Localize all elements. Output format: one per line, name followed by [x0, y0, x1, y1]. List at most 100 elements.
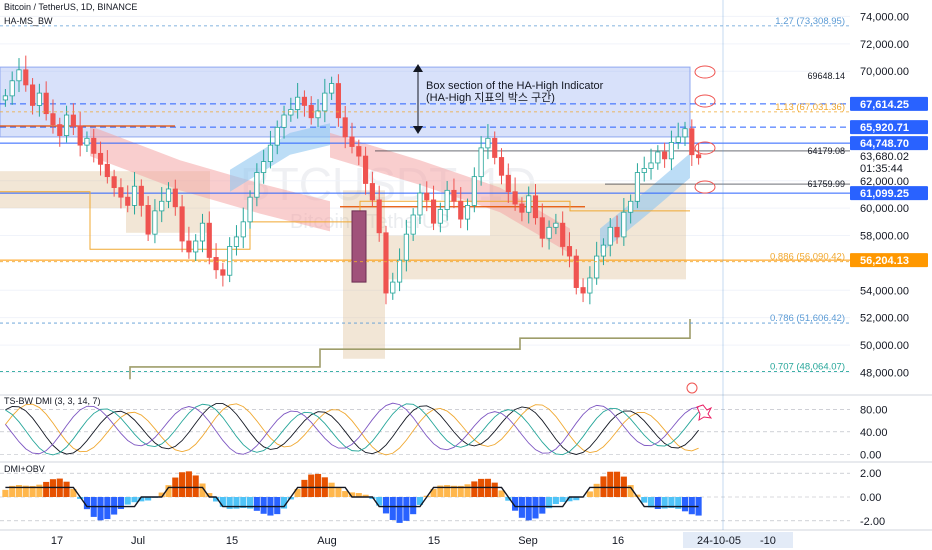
histogram-bar — [566, 497, 573, 502]
candle-body — [553, 222, 559, 228]
candle-body — [91, 137, 97, 154]
candle-body — [369, 183, 375, 201]
histogram-bar — [505, 497, 512, 501]
histogram-bar — [348, 492, 356, 497]
price-axis[interactable]: 74,000.00 72,000.00 70,000.00 62,000.00 60,0… — [860, 11, 909, 379]
histogram-bar — [396, 497, 403, 523]
trailing-stop-line — [129, 319, 691, 380]
histogram-bar — [179, 472, 186, 497]
candle-body — [2, 95, 8, 101]
candle-body — [668, 142, 674, 160]
candle-body — [288, 109, 294, 116]
candle-body — [648, 162, 654, 169]
fib-label: 1.13 (67,031.36) — [775, 102, 845, 113]
candle-body — [84, 137, 90, 146]
candle-body — [179, 206, 185, 242]
candle-body — [274, 126, 280, 146]
histogram-bar — [573, 497, 580, 501]
histogram-bar — [681, 497, 689, 512]
histogram-bar — [192, 475, 199, 497]
histogram-axis: 2.00 0.00 -2.00 — [860, 468, 885, 528]
candle-body — [335, 83, 341, 119]
histogram-bar — [260, 497, 267, 514]
histogram-bar — [539, 497, 546, 514]
histogram-tick-label: 0.00 — [860, 492, 881, 504]
candle-body — [329, 83, 335, 94]
oscillator-title: TS-BW DMI (3, 3, 14, 7) — [4, 396, 101, 406]
price-tick-label: 62,000.00 — [860, 176, 909, 188]
price-tick-label: 52,000.00 — [860, 313, 909, 325]
candle-body — [43, 92, 49, 115]
candle-body — [267, 144, 274, 162]
time-tick-label: 16 — [612, 535, 624, 547]
histogram-bar — [355, 493, 362, 497]
time-axis[interactable]: 17 Jul 15 Aug 15 Sep 16 — [51, 535, 624, 547]
bearish-cloud — [90, 125, 330, 232]
price-tick-label: 48,000.00 — [860, 367, 909, 379]
candle-body — [519, 203, 525, 213]
candle-body — [437, 209, 443, 224]
candle-body — [675, 136, 681, 143]
histogram-bar — [213, 497, 220, 502]
histogram-bar — [97, 497, 104, 521]
histogram-bar — [410, 497, 417, 515]
histogram-tick-label: -2.00 — [860, 516, 885, 528]
candle-body — [261, 161, 267, 173]
histogram-bar — [63, 481, 70, 497]
stop-line — [0, 191, 690, 250]
oscillator-tick-label: 0.00 — [860, 449, 881, 461]
fib-label: 0.707 (48,064.07) — [770, 362, 845, 373]
box-note-line1: Box section of the HA-High Indicator — [426, 80, 604, 92]
histogram-bar — [2, 489, 9, 497]
price-tick-label: 72,000.00 — [860, 39, 909, 51]
candle-body — [628, 200, 634, 213]
candle-body — [247, 196, 253, 223]
price-tag-box — [850, 136, 928, 151]
candle-body — [63, 114, 70, 136]
histogram-bar — [328, 482, 335, 497]
candle-body — [383, 232, 389, 294]
histogram-bar — [36, 484, 43, 497]
marked-price-label: 64179.08 — [807, 146, 845, 156]
histogram-bar — [552, 497, 559, 505]
time-tick-label: Aug — [317, 535, 337, 547]
histogram-bar — [145, 497, 152, 501]
current-price: 63,680.02 — [860, 151, 909, 163]
marked-price-label: 69648.14 — [807, 71, 845, 81]
level-lines — [0, 103, 850, 380]
price-tick-label: 74,000.00 — [860, 11, 909, 23]
oscillator-line — [5, 403, 699, 456]
histogram-bar — [559, 497, 566, 502]
candle-body — [193, 240, 199, 253]
box-annotation: Box section of the HA-High Indicator (HA… — [413, 64, 604, 134]
price-tick-label: 60,000.00 — [860, 203, 909, 215]
candle-body — [138, 185, 144, 206]
candle-body — [349, 136, 355, 147]
candle-body — [655, 151, 661, 164]
histogram-bar — [668, 497, 675, 508]
candle-body — [410, 214, 416, 235]
histogram-bar — [314, 473, 322, 497]
price-tag-box — [850, 120, 928, 135]
histogram-title: DMI+OBV — [4, 464, 45, 474]
price-tag-label: 61,099.25 — [860, 188, 909, 200]
price-tick-label: 54,000.00 — [860, 285, 909, 297]
histogram-bar — [627, 485, 634, 497]
histogram-bar — [342, 491, 349, 497]
histogram-bar — [111, 497, 118, 515]
histogram-bar — [165, 485, 172, 497]
candle-body — [614, 226, 620, 238]
histogram-bar — [389, 497, 396, 520]
candle-body — [498, 157, 505, 176]
histogram-bar — [593, 483, 600, 497]
candle-body — [696, 154, 702, 159]
candle-body — [227, 246, 233, 276]
histogram-bar — [607, 471, 614, 497]
candle-body — [471, 176, 477, 206]
candle-body — [403, 233, 409, 261]
histogram-bar — [185, 471, 192, 497]
candle-body — [233, 236, 240, 247]
oscillator-line — [5, 403, 699, 456]
alert-circle-icon — [694, 141, 716, 155]
